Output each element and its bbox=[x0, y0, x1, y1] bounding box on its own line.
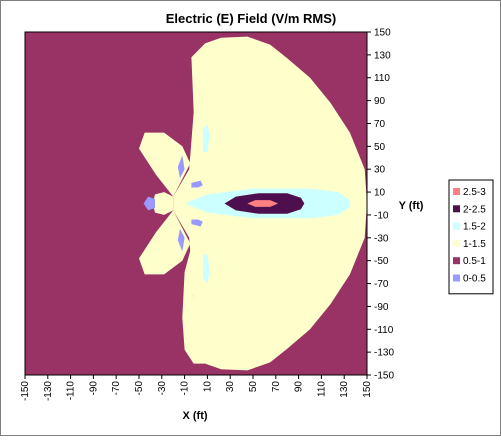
legend-swatch bbox=[453, 257, 460, 265]
x-tick-label: 90 bbox=[294, 381, 305, 393]
x-tick-label: -130 bbox=[43, 381, 54, 401]
y-tick-label: 130 bbox=[374, 50, 391, 61]
y-tick-label: -150 bbox=[374, 371, 394, 382]
x-tick-label: 110 bbox=[316, 381, 327, 397]
contour-region bbox=[191, 180, 203, 188]
x-axis-label: X (ft) bbox=[182, 410, 207, 422]
axes: -150 -130 -110 -90 -70 -50 -30 -10 10 30 50 70 90 110… bbox=[20, 28, 394, 402]
x-tick-label: -70 bbox=[111, 381, 122, 396]
contour-region bbox=[177, 155, 185, 179]
legend-swatch bbox=[453, 222, 460, 230]
x-tick-label: -150 bbox=[20, 381, 31, 401]
contour-region bbox=[177, 228, 185, 252]
x-tick-label: -90 bbox=[88, 381, 99, 396]
x-tick-label: -110 bbox=[66, 381, 77, 401]
contour-region bbox=[143, 196, 155, 211]
chart-title: Electric (E) Field (V/m RMS) bbox=[166, 11, 336, 26]
y-tick-label: 70 bbox=[374, 119, 386, 130]
contour-region bbox=[152, 192, 174, 215]
plot-area bbox=[25, 32, 367, 375]
x-tick-label: -30 bbox=[157, 381, 168, 396]
legend-swatch bbox=[453, 188, 460, 195]
y-axis-label: Y (ft) bbox=[399, 200, 424, 212]
y-tick-label: -30 bbox=[374, 233, 389, 244]
legend-label: 1.5-2 bbox=[463, 222, 486, 233]
contour-region bbox=[139, 132, 191, 197]
legend-label: 1-1.5 bbox=[463, 239, 486, 250]
y-tick-label: 90 bbox=[374, 96, 386, 107]
contour-region bbox=[202, 254, 210, 284]
y-tick-label: -70 bbox=[374, 279, 389, 290]
x-tick-label: 10 bbox=[202, 381, 213, 393]
x-tick-label: 30 bbox=[225, 381, 236, 393]
x-tick-label: 50 bbox=[248, 381, 259, 393]
plot-border bbox=[24, 31, 368, 376]
x-tick-label: 150 bbox=[362, 381, 373, 398]
legend-label: 0-0.5 bbox=[463, 274, 486, 285]
contour-region bbox=[202, 123, 210, 152]
y-tick-label: -110 bbox=[374, 325, 394, 336]
y-tick-label: -10 bbox=[374, 210, 389, 221]
y-tick-label: -50 bbox=[374, 256, 389, 267]
contour-region bbox=[247, 200, 279, 207]
y-tick-label: 10 bbox=[374, 188, 386, 199]
y-tick-label: -90 bbox=[374, 302, 389, 313]
x-tick-label: -10 bbox=[180, 381, 191, 396]
x-tick-label: 70 bbox=[271, 381, 282, 393]
y-tick-label: 50 bbox=[374, 142, 386, 153]
contour-region bbox=[139, 210, 191, 275]
legend-label: 2-2.5 bbox=[463, 204, 486, 215]
y-tick-label: 110 bbox=[374, 73, 390, 84]
x-tick-label: 130 bbox=[339, 381, 350, 398]
x-tick-label: -50 bbox=[134, 381, 145, 396]
contour-region bbox=[191, 219, 203, 227]
legend: 2.5-3 2-2.5 1.5-2 1-1.5 0.5-1 0-0.5 bbox=[448, 179, 494, 295]
legend-label: 0.5-1 bbox=[463, 256, 486, 267]
legend-swatch bbox=[453, 205, 460, 213]
contour-region bbox=[182, 237, 206, 364]
y-tick-label: -130 bbox=[374, 348, 394, 359]
legend-swatch bbox=[453, 239, 460, 247]
y-tick-label: 30 bbox=[374, 165, 386, 176]
legend-swatch bbox=[453, 274, 460, 282]
legend-label: 2.5-3 bbox=[463, 187, 486, 198]
y-tick-label: 150 bbox=[374, 28, 391, 39]
